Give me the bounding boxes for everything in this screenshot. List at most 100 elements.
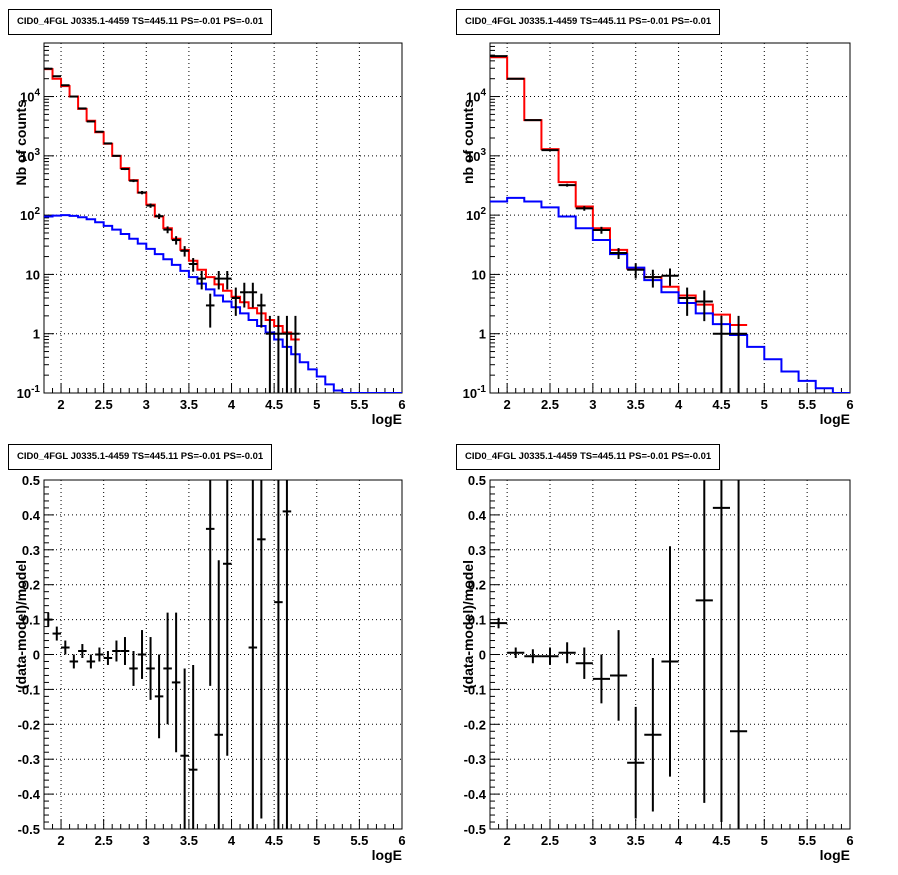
data-point bbox=[695, 290, 713, 322]
data-point bbox=[661, 546, 679, 777]
data-point bbox=[205, 293, 215, 328]
data-point bbox=[712, 315, 730, 393]
data-point bbox=[112, 154, 121, 157]
y-tick-label: -0.1 bbox=[464, 682, 486, 697]
data-point bbox=[274, 480, 283, 829]
data-point bbox=[248, 282, 258, 308]
x-axis-label: logE bbox=[372, 411, 402, 427]
x-tick-label: 5 bbox=[761, 833, 768, 848]
data-point bbox=[524, 649, 542, 664]
y-tick-label: -0.4 bbox=[18, 787, 41, 802]
x-tick-label: 3 bbox=[589, 397, 596, 412]
data-point bbox=[120, 167, 130, 171]
x-tick-label: 2.5 bbox=[95, 397, 113, 412]
data-point bbox=[661, 268, 679, 286]
data-point bbox=[163, 612, 172, 725]
y-tick-label: 0.3 bbox=[22, 543, 40, 558]
data-point bbox=[44, 612, 53, 627]
data-point bbox=[541, 149, 559, 152]
data-point bbox=[197, 271, 206, 290]
grid bbox=[490, 43, 851, 394]
chart-panel-1: 2 2.5 3 3.5 4 4.5 5 5.5 6 10-1 1 10 102 103 104 logE nb … bbox=[460, 42, 854, 427]
y-tick-label: 0 bbox=[33, 648, 40, 663]
chart-title-bottom-left: CID0_4FGL J0335.1-4459 TS=445.11 PS=-0.0… bbox=[8, 444, 273, 470]
data-point bbox=[188, 664, 198, 829]
chart-title-bottom-right: CID0_4FGL J0335.1-4459 TS=445.11 PS=-0.0… bbox=[456, 444, 721, 470]
data-point bbox=[575, 647, 593, 679]
data-point bbox=[171, 236, 181, 245]
y-tick-label: 104 bbox=[20, 88, 40, 105]
x-tick-label: 2 bbox=[504, 397, 511, 412]
data-point bbox=[558, 642, 576, 664]
y-tick-label: 103 bbox=[20, 147, 40, 164]
data-point bbox=[248, 480, 258, 829]
data-point bbox=[214, 560, 223, 829]
x-tick-label: 2.5 bbox=[541, 397, 559, 412]
data-point bbox=[180, 668, 189, 829]
data-layer bbox=[44, 67, 402, 393]
x-tick-label: 2 bbox=[57, 397, 64, 412]
x-tick-label: 4 bbox=[228, 397, 236, 412]
y-tick-label: 103 bbox=[466, 147, 486, 164]
x-tick-label: 2.5 bbox=[541, 833, 559, 848]
x-tick-label: 3 bbox=[589, 833, 596, 848]
data-point bbox=[95, 647, 104, 662]
data-point bbox=[644, 657, 662, 812]
x-tick-label: 4.5 bbox=[265, 397, 283, 412]
x-tick-label: 4 bbox=[675, 833, 683, 848]
x-tick-label: 2.5 bbox=[95, 833, 113, 848]
data-point bbox=[490, 617, 508, 629]
y-axis-label: (data-model)/model bbox=[460, 560, 476, 689]
y-axis-label: nb of counts bbox=[460, 100, 476, 184]
y-tick-label: 0 bbox=[479, 648, 486, 663]
series-0-step-line bbox=[490, 56, 748, 327]
data-point bbox=[274, 315, 283, 393]
chart-panel-3: 2 2.5 3 3.5 4 4.5 5 5.5 6 -0.5 -0.4 -0.3 -0.2 -0.1 0 0.… bbox=[460, 473, 854, 863]
y-tick-label: 1 bbox=[33, 327, 40, 342]
x-tick-label: 5.5 bbox=[798, 397, 816, 412]
x-axis-label: logE bbox=[820, 847, 850, 863]
y-tick-label: -0.2 bbox=[464, 717, 486, 732]
data-point bbox=[575, 206, 593, 211]
chart-panel-0: 2 2.5 3 3.5 4 4.5 5 5.5 6 10-1 1 10 102 103 104 logE Nb … bbox=[13, 42, 406, 427]
data-point bbox=[112, 640, 121, 662]
chart-panel-2: 2 2.5 3 3.5 4 4.5 5 5.5 6 -0.5 -0.4 -0.3 -0.2 -0.1 0 0.… bbox=[13, 473, 406, 863]
x-tick-label: 4.5 bbox=[712, 397, 730, 412]
x-axis-label: logE bbox=[820, 411, 850, 427]
data-point bbox=[120, 637, 130, 665]
data-point bbox=[507, 647, 525, 658]
x-tick-label: 3 bbox=[143, 833, 150, 848]
x-tick-label: 5 bbox=[313, 833, 320, 848]
y-tick-label: 10-1 bbox=[463, 384, 487, 401]
y-tick-label: -0.2 bbox=[18, 717, 40, 732]
data-point bbox=[129, 651, 138, 686]
x-tick-label: 5 bbox=[761, 397, 768, 412]
data-point bbox=[610, 630, 628, 721]
x-tick-label: 6 bbox=[846, 397, 853, 412]
data-point bbox=[188, 258, 198, 272]
chart-title-top-right: CID0_4FGL J0335.1-4459 TS=445.11 PS=-0.0… bbox=[456, 9, 721, 35]
data-point bbox=[610, 248, 628, 259]
x-tick-label: 4.5 bbox=[265, 833, 283, 848]
x-axis-label: logE bbox=[372, 847, 402, 863]
y-tick-label: 10-1 bbox=[17, 384, 41, 401]
data-point bbox=[78, 644, 87, 658]
data-point bbox=[592, 226, 610, 234]
y-tick-label: 0.2 bbox=[468, 578, 486, 593]
data-point bbox=[282, 315, 292, 393]
series-1-step-line bbox=[490, 196, 850, 393]
y-tick-label: 0.1 bbox=[468, 613, 486, 628]
data-point bbox=[163, 226, 172, 234]
data-layer bbox=[44, 480, 292, 829]
y-tick-label: -0.4 bbox=[464, 787, 487, 802]
data-point bbox=[61, 640, 70, 655]
y-tick-label: -0.1 bbox=[18, 682, 40, 697]
x-tick-label: 5.5 bbox=[798, 833, 816, 848]
data-point bbox=[146, 203, 155, 208]
data-point bbox=[257, 480, 266, 819]
y-axis-label: (data-model)/model bbox=[13, 560, 29, 689]
x-tick-label: 3.5 bbox=[627, 397, 645, 412]
data-point bbox=[223, 480, 232, 756]
y-tick-label: 0.1 bbox=[22, 613, 40, 628]
data-point bbox=[240, 282, 249, 308]
